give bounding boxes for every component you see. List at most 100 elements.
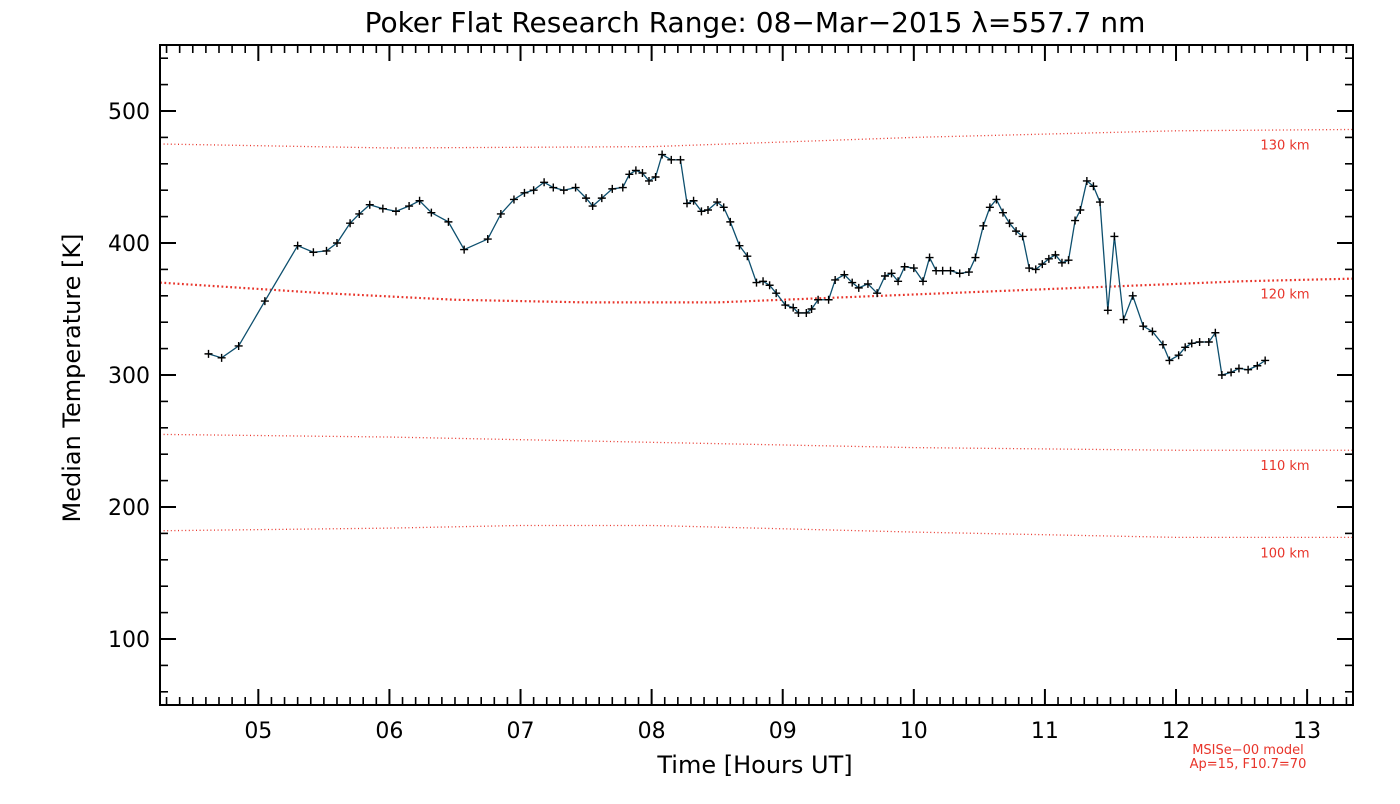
data-point-marker: [1261, 356, 1270, 365]
data-point-marker: [1204, 338, 1213, 346]
x-tick-label: 12: [1162, 719, 1190, 744]
data-point-marker: [1089, 182, 1098, 191]
data-point-marker: [559, 186, 568, 195]
data-point-marker: [520, 188, 529, 197]
y-tick-label: 400: [108, 232, 150, 257]
data-point-marker: [597, 194, 606, 203]
data-point-marker: [1174, 351, 1183, 360]
data-point-marker: [752, 278, 761, 287]
data-point-marker: [938, 266, 947, 275]
data-point-marker: [1244, 365, 1253, 374]
data-point-marker: [496, 209, 505, 218]
data-point-marker: [427, 208, 436, 217]
data-point-marker: [992, 195, 1001, 204]
data-point-marker: [979, 221, 988, 230]
x-tick-label: 08: [638, 719, 666, 744]
x-tick-label: 09: [769, 719, 797, 744]
data-point-marker: [204, 349, 213, 358]
data-point-marker: [355, 209, 364, 218]
data-point-marker: [887, 269, 896, 278]
data-point-marker: [703, 206, 712, 214]
x-tick-label: 10: [900, 719, 928, 744]
data-point-marker: [726, 217, 735, 226]
data-point-marker: [964, 268, 973, 277]
data-point-marker: [1076, 206, 1085, 214]
data-point-marker: [509, 195, 518, 204]
data-point-marker: [1051, 250, 1060, 259]
data-point-marker: [1095, 198, 1104, 207]
data-point-marker: [1139, 322, 1148, 331]
data-point-marker: [971, 253, 980, 262]
data-point-marker: [863, 279, 872, 288]
data-point-marker: [998, 208, 1007, 217]
data-point-marker: [1211, 328, 1220, 337]
data-point-marker: [802, 308, 811, 317]
data-point-marker: [1110, 232, 1119, 241]
y-tick-label: 200: [108, 496, 150, 521]
chart-title: Poker Flat Research Range: 08−Mar−2015 λ…: [365, 6, 1146, 39]
data-point-marker: [1038, 260, 1047, 269]
data-point-marker: [1253, 361, 1262, 370]
x-tick-label: 06: [375, 719, 403, 744]
data-point-marker: [814, 295, 823, 304]
data-point-marker: [638, 169, 647, 178]
data-point-marker: [483, 235, 492, 244]
model-curves: 130 km 120 km 110 km 100 km: [159, 128, 1354, 561]
data-point-marker: [1044, 254, 1053, 263]
data-point-marker: [378, 204, 387, 213]
data-point-marker: [625, 170, 634, 179]
data-point-marker: [332, 239, 341, 247]
data-point-marker: [1187, 339, 1196, 348]
x-axis-label: Time [Hours UT]: [656, 751, 852, 779]
x-tick-label: 13: [1293, 719, 1321, 744]
data-point-marker: [689, 196, 698, 205]
data-point-marker: [894, 277, 903, 286]
temperature-line: [208, 153, 1266, 376]
x-tick-label: 07: [507, 719, 535, 744]
y-tick-label: 100: [108, 628, 150, 653]
data-point-marker: [772, 289, 781, 298]
model-note-line2: Ap=15, F10.7=70: [1190, 757, 1307, 772]
data-point-marker: [1103, 306, 1112, 315]
data-point-marker: [529, 186, 538, 195]
y-tick-label: 300: [108, 364, 150, 389]
data-point-marker: [571, 183, 580, 192]
data-point-marker: [925, 253, 934, 262]
data-point-marker: [1181, 343, 1190, 352]
data-point-marker: [759, 277, 768, 286]
x-tick-label: 11: [1031, 719, 1059, 744]
data-point-marker: [1119, 315, 1128, 324]
data-point-marker: [1071, 216, 1080, 225]
data-point-marker: [1012, 227, 1021, 236]
data-point-marker: [735, 241, 744, 250]
data-point-marker: [1165, 356, 1174, 365]
data-point-marker: [460, 245, 469, 254]
data-point-marker: [955, 269, 964, 278]
data-point-marker: [1234, 364, 1243, 373]
data-point-marker: [1018, 232, 1027, 241]
data-point-marker: [658, 150, 667, 159]
data-point-marker: [909, 264, 918, 273]
data-point-marker: [1158, 340, 1167, 349]
altitude-label: 110 km: [1260, 459, 1309, 474]
data-point-marker: [676, 155, 685, 164]
data-point-marker: [1227, 368, 1236, 377]
data-point-marker: [697, 207, 706, 216]
data-point-marker: [346, 219, 355, 228]
data-point-marker: [588, 202, 597, 211]
data-point-marker: [309, 248, 318, 257]
data-point-marker: [946, 266, 955, 275]
model-curve-100km: [159, 524, 1353, 539]
data-point-marker: [1064, 256, 1073, 265]
data-point-marker: [854, 283, 863, 292]
data-point-marker: [900, 262, 909, 271]
data-point-marker: [631, 166, 640, 175]
data-point-marker: [1057, 258, 1066, 267]
data-point-marker: [1082, 176, 1091, 185]
data-point-marker: [848, 278, 857, 287]
data-series: [205, 151, 1270, 379]
axes: 05 06 07 08 09 10 11 12 13 100 200 300 400 500: [108, 44, 1354, 744]
data-point-marker: [644, 176, 653, 185]
